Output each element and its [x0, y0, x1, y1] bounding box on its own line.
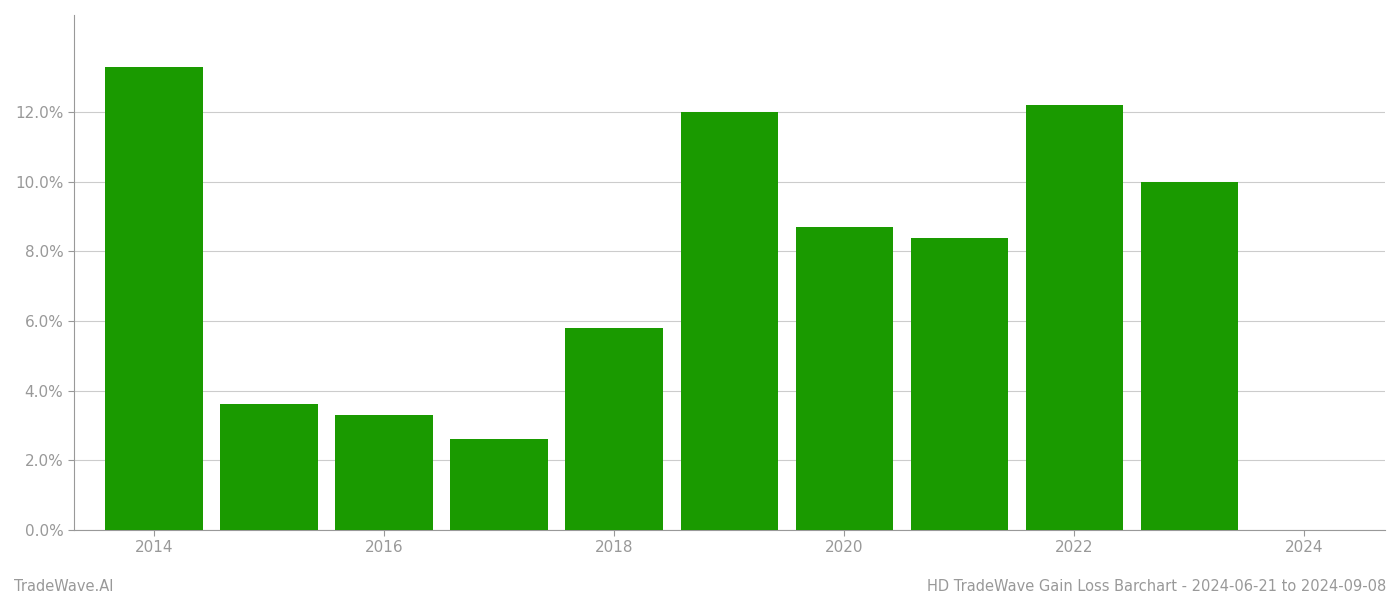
- Bar: [566, 328, 664, 530]
- Text: HD TradeWave Gain Loss Barchart - 2024-06-21 to 2024-09-08: HD TradeWave Gain Loss Barchart - 2024-0…: [927, 579, 1386, 594]
- Bar: [336, 415, 433, 530]
- Bar: [105, 67, 203, 530]
- Bar: [680, 112, 778, 530]
- Bar: [1026, 106, 1123, 530]
- Bar: [220, 404, 318, 530]
- Text: TradeWave.AI: TradeWave.AI: [14, 579, 113, 594]
- Bar: [451, 439, 549, 530]
- Bar: [1141, 182, 1239, 530]
- Bar: [910, 238, 1008, 530]
- Bar: [795, 227, 893, 530]
